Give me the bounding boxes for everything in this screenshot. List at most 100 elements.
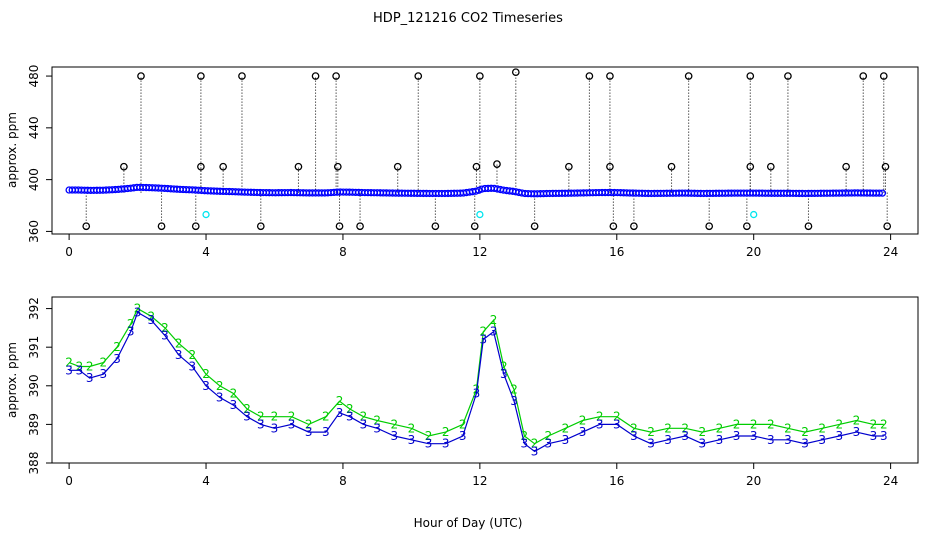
series-2-marker: 2: [479, 325, 487, 339]
mid-spike-point: [120, 162, 128, 171]
series-3-marker: 3: [336, 406, 344, 420]
mid-spike-point: [746, 162, 755, 171]
series-3-marker: 3: [490, 325, 498, 339]
series-3-marker: 3: [767, 433, 775, 447]
high-spike-point: [332, 72, 340, 80]
series-3-marker: 3: [175, 348, 183, 362]
series-2-marker: 2: [699, 425, 707, 439]
series-2-marker: 2: [65, 356, 73, 370]
series-2-marker: 2: [681, 421, 689, 435]
series-3-marker: 3: [202, 379, 210, 393]
mid-spike-point: [472, 162, 481, 171]
high-spike-point: [476, 72, 484, 80]
baseline-point: [875, 189, 883, 197]
series-3-marker: 3: [716, 433, 724, 447]
series-3-marker: 3: [113, 352, 121, 366]
series-3-marker: 3: [360, 417, 368, 431]
cal-point: [476, 210, 484, 219]
series-3-marker: 3: [870, 429, 878, 443]
series-3-marker: 3: [579, 425, 587, 439]
series-2-marker: 2: [373, 414, 381, 428]
bottom-plot-frame: [51, 296, 919, 464]
series-2-marker: 2: [161, 321, 169, 335]
series-2-marker: 2: [500, 359, 508, 373]
low-spike-point: [82, 222, 91, 231]
mid-spike-point: [842, 162, 850, 171]
series-2-marker: 2: [767, 417, 775, 431]
series-2-marker: 2: [100, 356, 108, 370]
chart-title: HDP_121216 CO2 Timeseries: [373, 11, 563, 26]
top-data-marks: [65, 68, 892, 231]
bottom-x-tick-label: 0: [65, 474, 73, 488]
series-3-marker: 3: [818, 433, 826, 447]
series-3-marker: 3: [630, 429, 638, 443]
top-y-axis-label: approx. ppm: [5, 112, 19, 188]
mid-spike-point: [493, 160, 501, 168]
baseline-point: [878, 189, 887, 197]
high-spike-point: [137, 72, 145, 80]
top-y-tick-label: 400: [27, 168, 41, 191]
series-3-marker: 3: [408, 433, 416, 447]
series-2-marker: 2: [630, 421, 638, 435]
series-2-marker: 2: [86, 359, 94, 373]
series-3-marker: 3: [853, 425, 861, 439]
series-2-marker: 2: [870, 417, 878, 431]
series-3-marker: 3: [346, 410, 354, 424]
series-3-marker: 3: [801, 437, 809, 451]
low-spike-point: [530, 222, 539, 231]
series-2-marker: 2: [442, 425, 450, 439]
top-axes: 0 4 8 12 16 20 24 360 400 440 480: [27, 65, 898, 259]
top-y-tick-label: 360: [27, 220, 41, 243]
series-3-marker: 3: [562, 433, 570, 447]
series-2-marker: 2: [613, 410, 621, 424]
series-2-marker: 2: [510, 383, 518, 397]
series-2-marker: 2: [490, 313, 498, 327]
series-3-marker: 3: [880, 429, 888, 443]
series-3-marker: 3: [127, 325, 135, 339]
high-spike-point: [879, 72, 888, 80]
series-2-marker: 2: [336, 394, 344, 408]
series-2-marker: 2: [76, 359, 84, 373]
low-spike-point: [191, 222, 200, 231]
bottom-y-tick-label: 389: [27, 413, 41, 436]
mid-spike-point: [881, 162, 890, 171]
top-panel: approx. ppm 0 4 8 12 16 20 24 360 400 440 480: [5, 65, 919, 259]
top-x-tick-label: 16: [609, 245, 624, 259]
mid-spike-point: [219, 162, 227, 171]
series-2-marker: 2: [579, 414, 587, 428]
series-3-marker: 3: [459, 429, 467, 443]
series-2-marker: 2: [360, 410, 368, 424]
series-3-marker: 3: [147, 313, 155, 327]
series-2-marker: 2: [880, 417, 888, 431]
series-2-marker: 2: [784, 421, 792, 435]
series-3-marker: 3: [288, 417, 296, 431]
series-3-marker: 3: [257, 417, 265, 431]
low-spike-point: [883, 222, 892, 231]
top-x-tick-label: 4: [202, 245, 210, 259]
top-y-tick-label: 480: [27, 65, 41, 88]
series-2-marker: 2: [545, 429, 553, 443]
series-2-marker: 2: [801, 425, 809, 439]
top-y-tick-label: 440: [27, 116, 41, 139]
series-3-marker: 3: [784, 433, 792, 447]
high-spike-point: [511, 68, 520, 77]
series-3-marker: 3: [545, 437, 553, 451]
series-3-marker: 3: [531, 444, 539, 458]
x-axis-label: Hour of Day (UTC): [414, 516, 523, 530]
mid-spike-point: [667, 162, 676, 171]
series-3-marker: 3: [750, 429, 758, 443]
series-2-marker: 2: [271, 410, 279, 424]
series-2-marker: 2: [390, 417, 398, 431]
high-spike-point: [197, 72, 205, 80]
series-2-marker: 2: [818, 421, 826, 435]
series-3-marker: 3: [733, 429, 741, 443]
top-x-tick-label: 24: [883, 245, 898, 259]
series-2-marker: 2: [175, 336, 183, 350]
bottom-y-tick-label: 391: [27, 336, 41, 359]
series-2-marker: 2: [716, 421, 724, 435]
series-3-marker: 3: [230, 398, 238, 412]
series-3-marker: 3: [100, 367, 108, 381]
series-2-marker: 2: [521, 429, 529, 443]
series-2-marker: 2: [835, 417, 843, 431]
